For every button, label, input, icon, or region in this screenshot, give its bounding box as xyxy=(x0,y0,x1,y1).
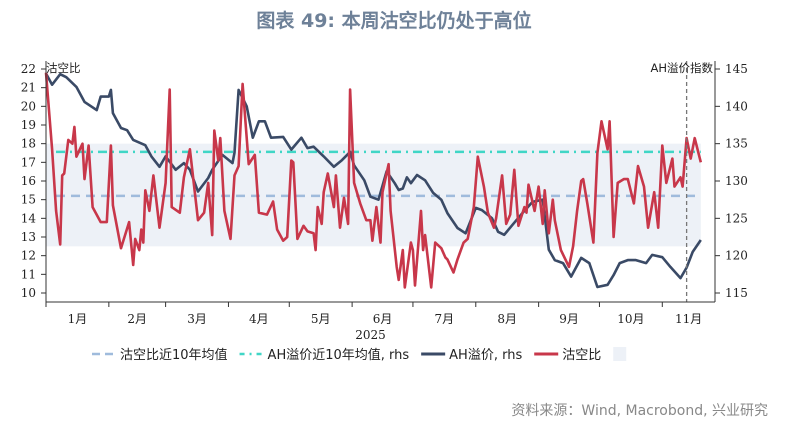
left-tick-label: 10 xyxy=(21,286,36,300)
right-axis-title: AH溢价指数 xyxy=(650,61,713,75)
x-axis-title: 2025 xyxy=(355,328,386,342)
x-tick-label: 6月 xyxy=(373,312,393,326)
x-tick-label: 5月 xyxy=(311,312,331,326)
chart-title: 图表 49: 本周沽空比仍处于高位 xyxy=(256,10,532,32)
source-note: 资料来源：Wind, Macrobond, 兴业研究 xyxy=(511,403,768,419)
legend-label: 沽空比 xyxy=(562,348,601,363)
legend-label: AH溢价, rhs xyxy=(449,348,522,363)
left-tick-label: 22 xyxy=(21,62,36,76)
left-tick-label: 20 xyxy=(21,99,36,113)
left-tick-label: 15 xyxy=(21,193,36,207)
left-axis-title: 沽空比 xyxy=(46,61,81,75)
x-tick-label: 2月 xyxy=(127,312,147,326)
x-tick-label: 3月 xyxy=(187,312,207,326)
x-tick-label: 1月 xyxy=(68,312,88,326)
left-tick-label: 12 xyxy=(21,249,36,263)
x-tick-label: 4月 xyxy=(249,312,269,326)
legend-label: AH溢价近10年均值, rhs xyxy=(268,347,410,363)
right-tick-label: 145 xyxy=(725,62,748,76)
x-tick-label: 8月 xyxy=(497,312,517,326)
left-tick-label: 13 xyxy=(21,230,36,244)
x-tick-label: 9月 xyxy=(559,312,579,326)
left-tick-label: 19 xyxy=(21,118,36,132)
x-tick-label: 11月 xyxy=(675,312,702,326)
left-tick-label: 18 xyxy=(21,137,36,151)
right-tick-label: 125 xyxy=(725,211,748,225)
x-tick-label: 7月 xyxy=(435,312,455,326)
right-tick-label: 115 xyxy=(725,286,748,300)
left-tick-label: 16 xyxy=(21,174,36,188)
right-tick-label: 120 xyxy=(725,249,748,263)
right-tick-label: 135 xyxy=(725,137,748,151)
legend-label: 沽空比近10年均值 xyxy=(120,347,228,363)
right-tick-label: 140 xyxy=(725,99,748,113)
left-tick-label: 14 xyxy=(21,211,37,225)
left-tick-label: 11 xyxy=(21,267,36,281)
legend-band-swatch xyxy=(613,347,627,361)
short-ratio-line xyxy=(44,72,703,289)
x-tick-label: 10月 xyxy=(617,312,644,326)
ah-premium-line xyxy=(44,72,702,289)
left-tick-label: 17 xyxy=(21,155,36,169)
right-tick-label: 130 xyxy=(725,174,748,188)
left-tick-label: 21 xyxy=(21,81,36,95)
